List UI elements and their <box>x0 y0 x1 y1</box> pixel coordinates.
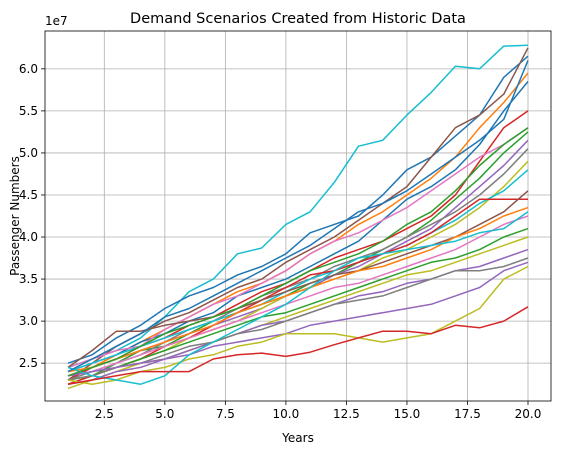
x-tick-label: 20.0 <box>515 407 542 421</box>
y-axis-ticks: 2.5 3.0 3.5 4.0 4.5 5.0 5.5 6.0 <box>19 62 45 370</box>
series-line-1 <box>67 44 529 369</box>
series-line-18 <box>67 236 529 390</box>
y-tick-label: 3.0 <box>19 314 38 328</box>
series-line-17 <box>67 227 529 381</box>
y-tick-label: 5.5 <box>19 104 38 118</box>
plot-frame <box>44 30 552 402</box>
y-tick-label: 6.0 <box>19 62 38 76</box>
grid <box>45 31 551 401</box>
x-axis-label: Years <box>281 431 314 445</box>
y-axis-label: Passenger Numbers <box>8 156 22 276</box>
y-tick-label: 5.0 <box>19 146 38 160</box>
series-line-5 <box>67 81 529 373</box>
x-tick-label: 12.5 <box>333 407 360 421</box>
series-line-2 <box>67 55 529 364</box>
series-line-23 <box>67 211 529 385</box>
series-line-21 <box>67 261 529 377</box>
series-line-25 <box>67 60 529 373</box>
y-tick-label: 3.5 <box>19 272 38 286</box>
chart-title: Demand Scenarios Created from Historic D… <box>130 11 466 27</box>
series-line-10 <box>67 148 529 381</box>
series-line-16 <box>67 215 529 377</box>
x-axis-ticks: 2.5 5.0 7.5 10.0 12.5 15.0 17.5 20.0 <box>95 401 542 421</box>
x-tick-label: 10.0 <box>273 407 300 421</box>
y-tick-label: 2.5 <box>19 356 38 370</box>
x-tick-label: 2.5 <box>95 407 114 421</box>
series-line-26 <box>67 127 529 377</box>
x-tick-label: 5.0 <box>155 407 174 421</box>
series-lines <box>67 44 529 390</box>
y-tick-label: 4.0 <box>19 230 38 244</box>
y-axis-multiplier: 1e7 <box>45 14 68 28</box>
series-line-24 <box>67 306 529 385</box>
x-tick-label: 15.0 <box>394 407 421 421</box>
y-tick-label: 4.5 <box>19 188 38 202</box>
x-tick-label: 7.5 <box>216 407 235 421</box>
series-line-15 <box>67 206 529 373</box>
series-line-4 <box>67 72 529 377</box>
x-tick-label: 17.5 <box>454 407 481 421</box>
